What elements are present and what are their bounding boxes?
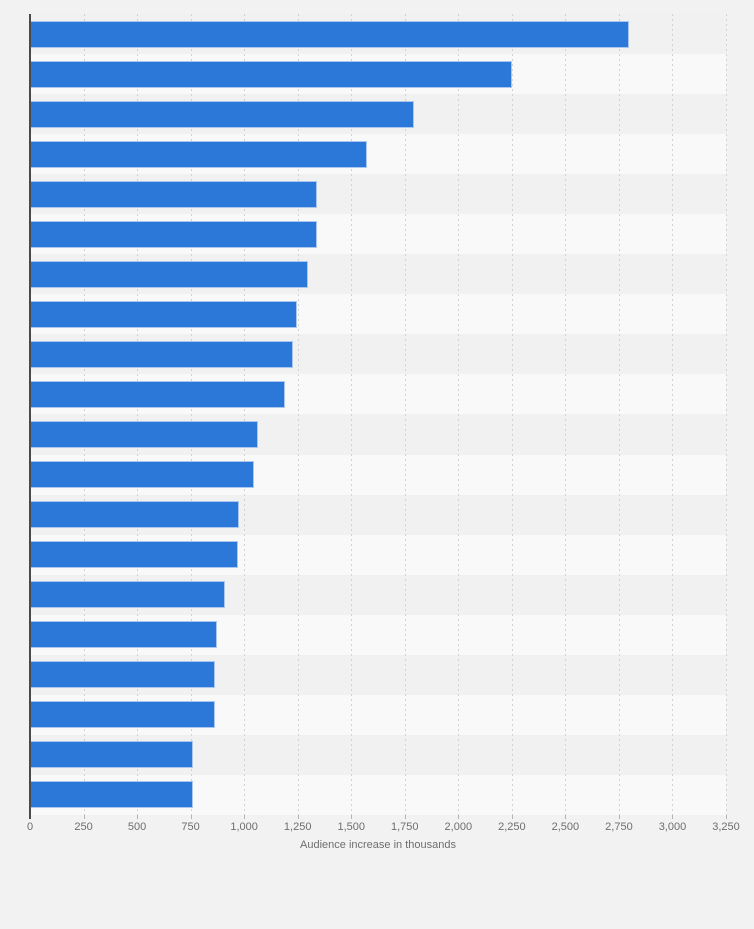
x-tick-mark (83, 815, 85, 819)
bar[interactable] (30, 421, 259, 449)
x-tick-label: 2,000 (444, 821, 473, 833)
x-tick-mark (565, 815, 567, 819)
gridline (244, 14, 246, 815)
x-tick-label: 750 (181, 821, 200, 833)
x-tick-mark (297, 815, 299, 819)
x-tick-mark (458, 815, 460, 819)
gridline (511, 14, 513, 815)
bar[interactable] (30, 100, 415, 128)
x-tick-mark (351, 815, 353, 819)
x-tick-label: 0 (26, 821, 34, 833)
gridline (565, 14, 567, 815)
x-tick-label: 250 (74, 821, 93, 833)
gridline (351, 14, 353, 815)
bar[interactable] (30, 60, 512, 88)
bar[interactable] (30, 781, 193, 809)
x-tick-label: 2,250 (498, 821, 526, 833)
x-axis-title: Audience increase in thousands (300, 839, 456, 851)
x-tick-mark (672, 815, 674, 819)
x-tick-label: 500 (127, 821, 147, 833)
x-tick-mark (618, 815, 620, 819)
x-tick-label: 3,000 (658, 821, 687, 833)
x-tick-mark (404, 815, 406, 819)
bar[interactable] (30, 140, 368, 168)
bar[interactable] (30, 340, 294, 368)
bar[interactable] (30, 541, 238, 569)
gridline (458, 14, 460, 815)
bar[interactable] (30, 701, 216, 729)
bar[interactable] (30, 581, 225, 609)
gridline (137, 14, 139, 815)
bar[interactable] (30, 501, 239, 529)
bar[interactable] (30, 260, 309, 288)
gridline (404, 14, 406, 815)
x-tick-mark (726, 815, 727, 819)
x-tick-mark (511, 815, 513, 819)
x-tick-label: 2,750 (605, 821, 633, 833)
bar[interactable] (30, 621, 218, 649)
gridline (672, 14, 674, 815)
plot-area (30, 14, 727, 815)
gridline (618, 14, 620, 815)
bar[interactable] (30, 180, 317, 208)
x-tick-label: 1,250 (283, 821, 312, 833)
gridline (83, 14, 85, 815)
bar[interactable] (30, 20, 629, 48)
bar[interactable] (30, 300, 297, 328)
x-tick-label: 1,000 (230, 821, 258, 833)
x-tick-mark (137, 815, 139, 819)
bar[interactable] (30, 741, 193, 769)
x-tick-label: 2,500 (551, 821, 580, 833)
bar[interactable] (30, 461, 254, 489)
x-tick-label: 1,500 (337, 821, 365, 833)
bar[interactable] (30, 661, 216, 689)
x-tick-mark (190, 815, 192, 819)
bar[interactable] (30, 220, 317, 248)
x-tick-label: 3,250 (712, 821, 740, 833)
gridline (726, 14, 727, 815)
y-axis-line (29, 14, 31, 819)
bar[interactable] (30, 380, 285, 408)
gridline (190, 14, 192, 815)
gridline (297, 14, 299, 815)
x-tick-label: 1,750 (391, 821, 419, 833)
x-tick-mark (244, 815, 246, 819)
